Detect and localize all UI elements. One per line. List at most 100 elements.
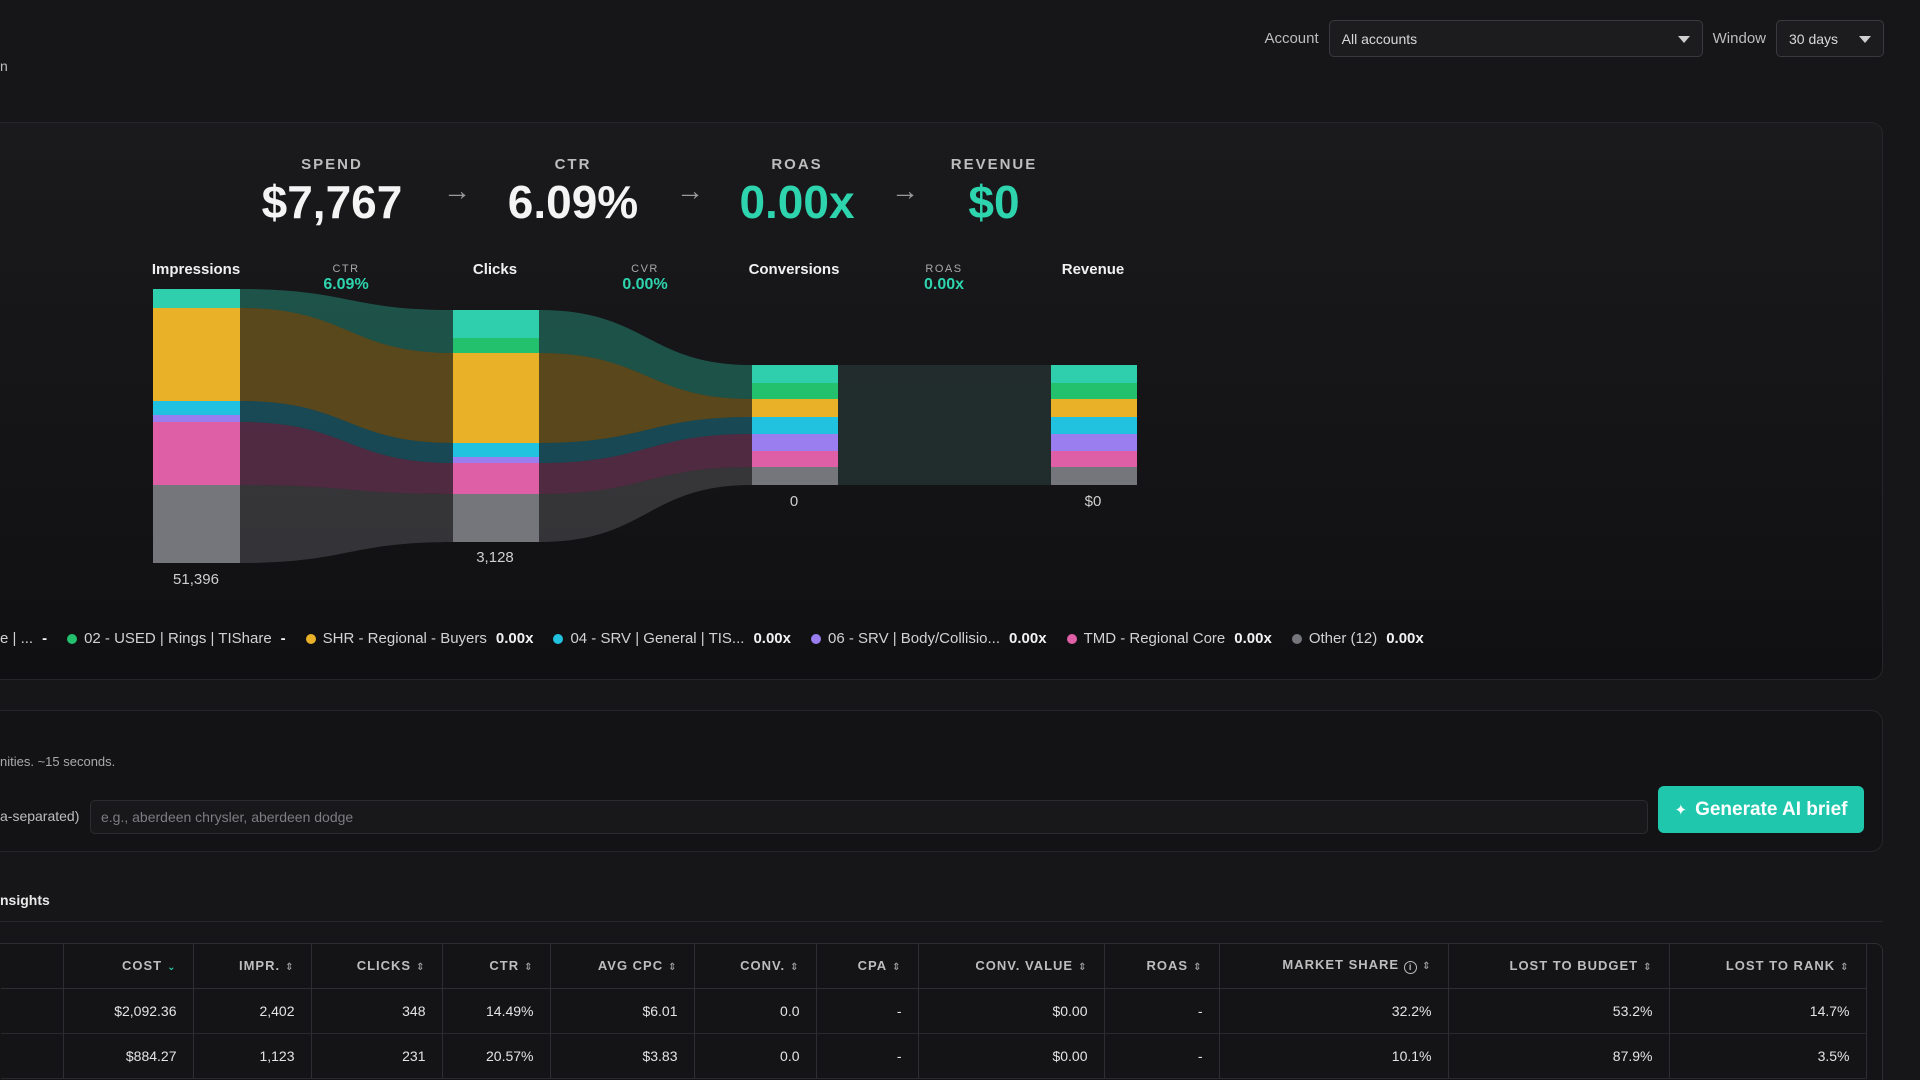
legend-name: TMD - Regional Core bbox=[1083, 630, 1226, 647]
column-header-market-share[interactable]: MARKET SHARE i ⇕ bbox=[1219, 944, 1449, 989]
stage-value-conversions: 0 bbox=[789, 493, 799, 510]
legend-name: Other (12) bbox=[1308, 630, 1378, 647]
insights-table: COST ⌄ IMPR. ⇕ CLICKS ⇕ CTR ⇕ AVG CPC ⇕ CONV.… bbox=[0, 943, 1883, 1080]
account-select[interactable]: All accounts bbox=[1328, 20, 1703, 57]
metric-spend: SPEND $7,767 bbox=[247, 156, 417, 229]
column-header-cost[interactable]: COST ⌄ bbox=[63, 944, 194, 989]
rate-cvr: CVR 0.00% bbox=[595, 263, 695, 294]
stage-label-revenue: Revenue bbox=[1061, 261, 1125, 278]
table-row[interactable]: $884.27 1,123 231 20.57% $3.83 0.0 - $0.… bbox=[1, 1033, 1867, 1079]
sparkle-icon: ✦ bbox=[1674, 801, 1688, 819]
cell-conv: 0.0 bbox=[694, 1033, 817, 1079]
metric-value: $0 bbox=[968, 176, 1020, 228]
account-select-value: All accounts bbox=[1341, 30, 1418, 47]
arrow-right-icon: → bbox=[891, 175, 919, 206]
cell-roas: - bbox=[1104, 1033, 1220, 1079]
funnel-sankey bbox=[153, 289, 1137, 563]
column-header-name[interactable] bbox=[1, 944, 64, 989]
legend-dot-icon bbox=[305, 633, 316, 644]
legend-name: 06 - SRV | Body/Collisio... bbox=[827, 630, 1001, 647]
cell-clicks: 348 bbox=[311, 988, 443, 1034]
sort-icon: ⇕ bbox=[1193, 962, 1203, 974]
metric-ctr: CTR 6.09% bbox=[488, 156, 658, 229]
table-header-row: COST ⌄ IMPR. ⇕ CLICKS ⇕ CTR ⇕ AVG CPC ⇕ CONV.… bbox=[1, 944, 1867, 989]
node-clicks bbox=[453, 310, 539, 542]
flow-cyan bbox=[539, 417, 752, 463]
legend-name: SHR - Regional - Buyers bbox=[322, 630, 487, 647]
table-row[interactable]: $2,092.36 2,402 348 14.49% $6.01 0.0 - $… bbox=[1, 988, 1867, 1034]
node-impressions bbox=[153, 289, 240, 563]
legend-name: e | ... bbox=[0, 630, 34, 647]
cell-lost-to-rank: 3.5% bbox=[1669, 1033, 1867, 1079]
column-header-cpa[interactable]: CPA ⇕ bbox=[816, 944, 919, 989]
rate-roas: ROAS 0.00x bbox=[894, 263, 994, 294]
column-header-conv-value[interactable]: CONV. VALUE ⇕ bbox=[918, 944, 1105, 989]
legend-item[interactable]: SHR - Regional - Buyers 0.00x bbox=[305, 630, 533, 647]
cell-clicks: 231 bbox=[311, 1033, 443, 1079]
legend-item[interactable]: 02 - USED | Rings | TIShare - bbox=[67, 630, 286, 647]
cell-impr: 2,402 bbox=[193, 988, 312, 1034]
chevron-down-icon bbox=[1677, 36, 1690, 43]
competitors-input[interactable]: e.g., aberdeen chrysler, aberdeen dodge bbox=[90, 800, 1648, 834]
rate-label: CTR bbox=[332, 263, 360, 275]
legend-item[interactable]: 04 - SRV | General | TIS... 0.00x bbox=[553, 630, 791, 647]
arrow-right-icon: → bbox=[443, 175, 471, 206]
brief-description: nities. ~15 seconds. bbox=[0, 754, 116, 769]
sort-icon: ⇕ bbox=[892, 962, 902, 974]
legend-name: 04 - SRV | General | TIS... bbox=[570, 630, 745, 647]
generate-ai-brief-button[interactable]: ✦ Generate AI brief bbox=[1658, 786, 1864, 833]
cell-lost-to-rank: 14.7% bbox=[1669, 988, 1867, 1034]
section-divider bbox=[0, 921, 1883, 922]
legend-item[interactable]: e | ... - bbox=[0, 630, 47, 647]
cell-name bbox=[1, 988, 64, 1034]
column-header-clicks[interactable]: CLICKS ⇕ bbox=[311, 944, 443, 989]
column-header-lost-to-budget[interactable]: LOST TO BUDGET ⇕ bbox=[1448, 944, 1670, 989]
cell-conv-value: $0.00 bbox=[918, 1033, 1105, 1079]
legend-dot-icon bbox=[810, 633, 821, 644]
sankey-flows bbox=[240, 289, 1051, 563]
window-select[interactable]: 30 days bbox=[1776, 20, 1884, 57]
competitors-input-placeholder: e.g., aberdeen chrysler, aberdeen dodge bbox=[101, 809, 354, 825]
cell-ctr: 20.57% bbox=[442, 1033, 551, 1079]
column-header-avg-cpc[interactable]: AVG CPC ⇕ bbox=[550, 944, 695, 989]
metric-label: CTR bbox=[554, 156, 592, 173]
legend-value: 0.00x bbox=[753, 630, 791, 647]
funnel-legend: e | ... - 02 - USED | Rings | TIShare - … bbox=[0, 630, 1444, 647]
column-header-ctr[interactable]: CTR ⇕ bbox=[442, 944, 551, 989]
flow-band bbox=[838, 365, 1051, 485]
legend-item[interactable]: Other (12) 0.00x bbox=[1291, 630, 1424, 647]
metric-label: SPEND bbox=[301, 156, 363, 173]
cell-ctr: 14.49% bbox=[442, 988, 551, 1034]
metric-label: REVENUE bbox=[950, 156, 1038, 173]
metric-value: 6.09% bbox=[507, 176, 639, 228]
column-header-lost-to-rank[interactable]: LOST TO RANK ⇕ bbox=[1669, 944, 1867, 989]
column-header-impr[interactable]: IMPR. ⇕ bbox=[193, 944, 312, 989]
cell-market-share: 10.1% bbox=[1219, 1033, 1449, 1079]
sort-icon: ⇕ bbox=[668, 962, 678, 974]
insights-title: nsights bbox=[0, 892, 50, 908]
rate-label: ROAS bbox=[925, 263, 963, 275]
stage-value-revenue: $0 bbox=[1084, 493, 1102, 510]
info-icon[interactable]: i bbox=[1404, 961, 1418, 975]
window-label: Window bbox=[1712, 30, 1766, 47]
cell-roas: - bbox=[1104, 988, 1220, 1034]
column-header-roas[interactable]: ROAS ⇕ bbox=[1104, 944, 1220, 989]
flow-pink bbox=[240, 422, 453, 494]
cell-conv: 0.0 bbox=[694, 988, 817, 1034]
legend-item[interactable]: 06 - SRV | Body/Collisio... 0.00x bbox=[810, 630, 1047, 647]
sort-icon: ⇕ bbox=[1840, 962, 1850, 974]
rate-ctr: CTR 6.09% bbox=[296, 263, 396, 294]
node-conversions bbox=[752, 365, 838, 485]
metric-value: $7,767 bbox=[261, 176, 403, 228]
legend-value: - bbox=[280, 630, 286, 647]
stage-value-impressions: 51,396 bbox=[173, 571, 219, 588]
legend-item[interactable]: TMD - Regional Core 0.00x bbox=[1066, 630, 1272, 647]
cell-lost-to-budget: 87.9% bbox=[1448, 1033, 1670, 1079]
legend-dot-icon bbox=[1291, 633, 1302, 644]
sort-icon: ⇕ bbox=[416, 962, 426, 974]
rate-value: 6.09% bbox=[323, 276, 369, 293]
column-header-conv[interactable]: CONV. ⇕ bbox=[694, 944, 817, 989]
generate-ai-brief-label: Generate AI brief bbox=[1695, 798, 1848, 820]
stage-label-conversions: Conversions bbox=[748, 261, 840, 278]
legend-value: 0.00x bbox=[1234, 630, 1272, 647]
